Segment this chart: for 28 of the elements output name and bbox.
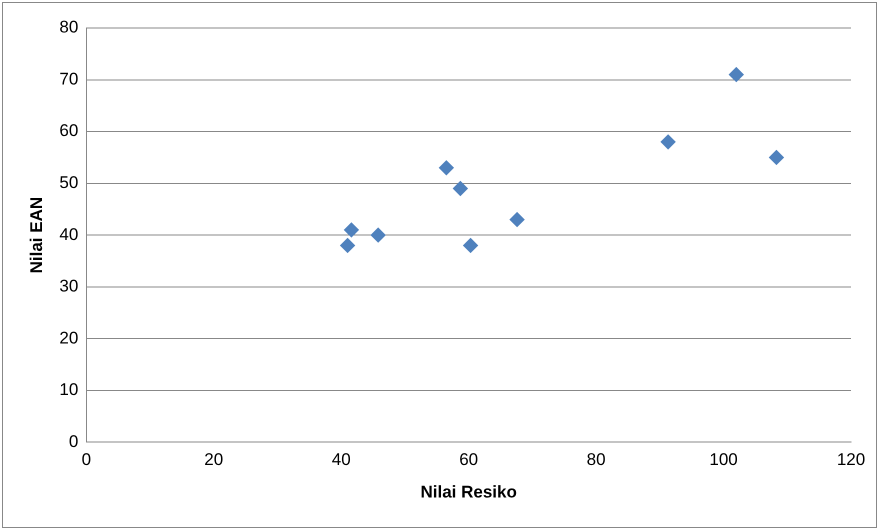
- y-tick-label: 60: [59, 121, 78, 140]
- y-tick-label: 70: [59, 69, 78, 88]
- y-tick-label: 20: [59, 328, 78, 348]
- point: [463, 238, 478, 253]
- x-tick-label: 120: [836, 450, 866, 470]
- x-tick-label: 40: [332, 450, 351, 470]
- y-tick-label: 30: [59, 276, 78, 296]
- point: [344, 222, 359, 238]
- point: [370, 228, 386, 243]
- y-tick-label: 40: [59, 224, 78, 244]
- x-tick-label: 20: [204, 450, 224, 470]
- point: [728, 67, 744, 82]
- y-tick-label: 0: [68, 432, 78, 451]
- point: [438, 160, 454, 176]
- point: [452, 181, 468, 196]
- y-tick-label: 10: [59, 380, 78, 400]
- x-tick-label: 100: [709, 450, 738, 470]
- x-tick-label: 0: [82, 450, 92, 470]
- point: [510, 212, 525, 228]
- x-tick-label: 60: [459, 450, 478, 470]
- point: [660, 134, 676, 150]
- y-axis-title: Nilai EAN: [26, 196, 46, 274]
- x-axis-title: Nilai Resiko: [420, 482, 517, 502]
- y-tick-label: 80: [59, 18, 78, 37]
- x-tick-label: 80: [586, 450, 606, 470]
- y-tick-label: 50: [59, 173, 78, 192]
- point: [340, 238, 356, 253]
- point: [768, 150, 784, 165]
